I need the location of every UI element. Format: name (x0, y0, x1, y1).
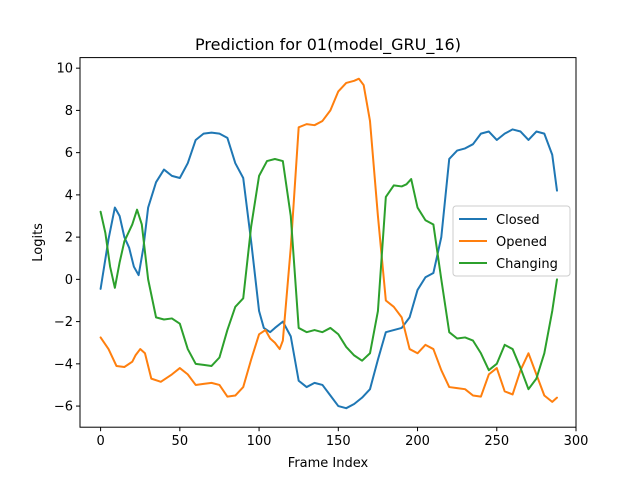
series-line-changing (99, 157, 558, 391)
y-tick-label: 4 (65, 188, 73, 203)
x-tick-label: 50 (172, 434, 189, 449)
y-tick-label: 10 (56, 62, 73, 77)
y-tick-label: 2 (65, 231, 73, 246)
legend-label-opened: Opened (496, 235, 547, 250)
x-axis-label: Frame Index (288, 456, 369, 471)
y-tick-label: 0 (65, 273, 73, 288)
series-line-closed (99, 128, 558, 410)
y-axis: −6 −4 −2 0 2 4 6 8 10 (54, 62, 80, 415)
legend-label-closed: Closed (496, 213, 540, 228)
x-tick-label: 150 (326, 434, 351, 449)
series-layer (99, 77, 558, 410)
series-line-opened (99, 77, 558, 403)
axes-frame (79, 57, 577, 428)
x-tick-label: 200 (405, 434, 430, 449)
legend-box (452, 205, 571, 277)
y-tick-label: 6 (65, 146, 73, 161)
y-tick-label: −2 (54, 315, 73, 330)
x-tick-label: 100 (247, 434, 272, 449)
x-axis: 0 50 100 150 200 250 300 (96, 427, 588, 449)
chart-title: Prediction for 01(model_GRU_16) (195, 35, 461, 55)
x-tick-label: 0 (96, 434, 104, 449)
y-tick-label: −6 (54, 400, 73, 415)
x-tick-label: 250 (484, 434, 509, 449)
legend: Closed Opened Changing (452, 205, 571, 277)
y-axis-label: Logits (31, 223, 46, 262)
y-tick-label: 8 (65, 104, 73, 119)
plot-area (79, 57, 577, 428)
legend-label-changing: Changing (496, 257, 558, 272)
y-tick-label: −4 (54, 357, 73, 372)
x-tick-label: 300 (564, 434, 589, 449)
